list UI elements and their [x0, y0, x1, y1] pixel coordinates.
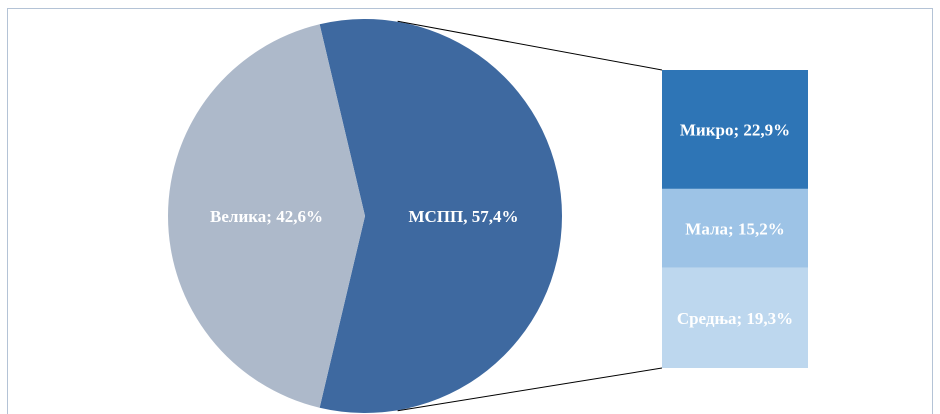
- bar-segment: [662, 188, 808, 268]
- pie-slice: [167, 24, 365, 408]
- connector: [397, 20, 663, 71]
- segment-label: Средња; 19,3%: [677, 309, 793, 328]
- bar-segment: [662, 267, 808, 368]
- segment-label: Микро; 22,9%: [680, 120, 790, 139]
- slice-label: МСПП, 57,4%: [408, 207, 518, 226]
- pie-slice: [319, 19, 562, 414]
- connector: [397, 367, 663, 412]
- slice-label: Велика; 42,6%: [210, 207, 323, 226]
- segment-label: Мала; 15,2%: [685, 219, 784, 238]
- bar-group: Микро; 22,9% Мала; 15,2% Средња; 19,3%: [662, 70, 808, 368]
- bar-segment: [662, 70, 808, 189]
